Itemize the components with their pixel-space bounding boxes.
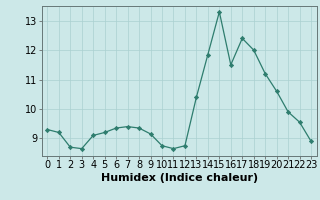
X-axis label: Humidex (Indice chaleur): Humidex (Indice chaleur) (100, 173, 258, 183)
